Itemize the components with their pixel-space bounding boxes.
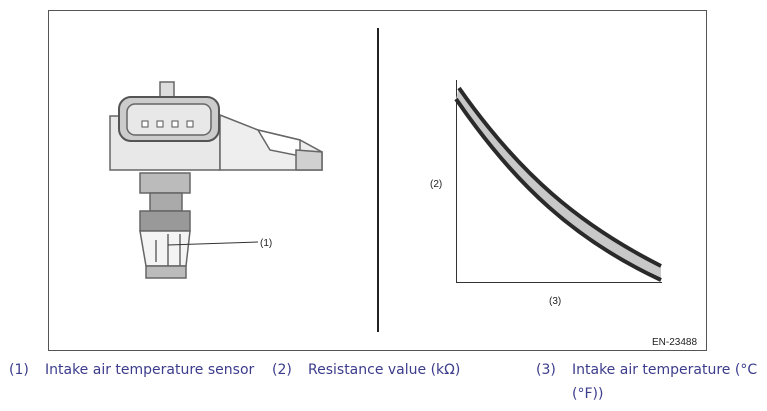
legend-num-2: (2) [272,362,292,378]
legend-num-3: (3) [536,362,556,378]
legend-text-3-cont: (°F)) [572,386,604,402]
intake-air-temperature-sensor-illustration [109,81,323,279]
callout-1: (1) [260,238,272,249]
tolerance-band [456,88,661,280]
lower-curve [454,97,662,282]
x-axis-label: (3) [549,296,561,307]
legend-text-2: Resistance value (kΩ) [308,362,461,378]
legend-text-3: Intake air temperature (°C [572,362,758,378]
legend-text-1: Intake air temperature sensor [45,362,255,378]
legend-num-1: (1) [9,362,29,378]
y-axis-label: (2) [430,179,442,190]
upper-curve [457,86,662,268]
resistance-temperature-graph: (2) (3) [430,80,662,307]
callout-leader-line [167,241,259,246]
figure-code: EN-23488 [652,337,697,348]
